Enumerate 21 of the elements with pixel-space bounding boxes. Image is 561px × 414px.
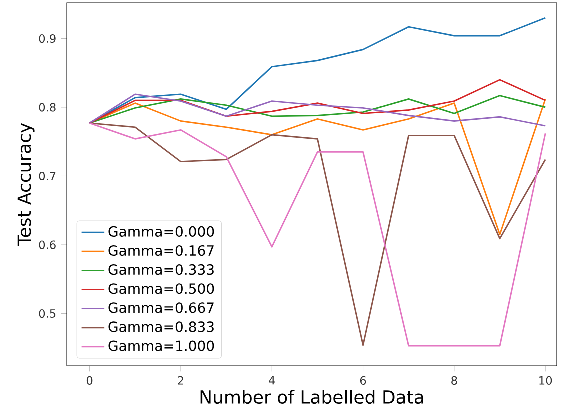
legend-label: Gamma=0.500 [108, 284, 214, 294]
y-tick-label: 0.8 [39, 103, 56, 112]
legend-label: Gamma=0.667 [108, 302, 214, 314]
x-axis-title: Number of Labelled Data [200, 390, 424, 404]
y-axis-title: Test Accuracy [18, 123, 35, 246]
legend-label: Gamma=0.000 [108, 226, 214, 237]
x-tick-label: 8 [452, 376, 458, 385]
line-series [89, 79, 546, 124]
legend-label: Gamma=0.833 [108, 322, 214, 332]
y-tick-label: 0.7 [39, 172, 56, 181]
y-tick-label: 0.9 [39, 34, 56, 44]
x-tick-label: 6 [360, 376, 366, 385]
y-tick-label: 0.5 [39, 309, 56, 318]
x-tick-label: 10 [540, 376, 552, 385]
y-tick-label: 0.6 [39, 240, 56, 250]
legend-label: Gamma=1.000 [108, 340, 214, 352]
x-tick-label: 4 [269, 376, 276, 385]
legend-label: Gamma=0.333 [108, 264, 214, 276]
legend-label: Gamma=0.167 [108, 245, 214, 256]
x-tick-label: 2 [178, 376, 184, 385]
x-tick-label: 0 [86, 376, 93, 385]
